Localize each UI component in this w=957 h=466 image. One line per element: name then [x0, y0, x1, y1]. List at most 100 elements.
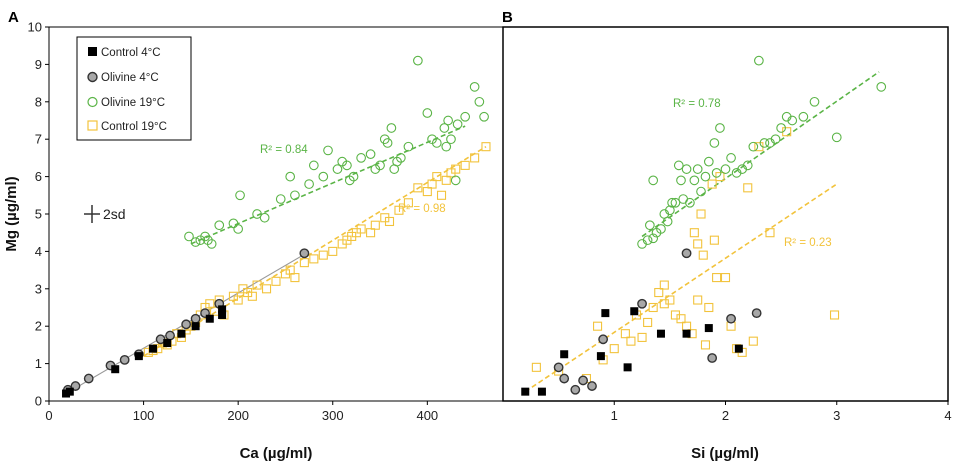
data-point-b-control-19-c [707, 179, 717, 189]
data-point-a-control-19-c [451, 164, 461, 174]
x-axis-title-b: Si (µg/ml) [691, 445, 759, 462]
x-tick-label-b: 3 [833, 408, 840, 423]
data-point-a-olivine-19-c [365, 149, 376, 160]
x-axis-title-a: Ca (µg/ml) [240, 445, 313, 462]
y-tick-label-a: 3 [35, 281, 42, 296]
data-point-a-control-4-c [205, 314, 214, 323]
data-point-b-olivine-4-c [553, 362, 564, 373]
data-point-a-olivine-19-c [318, 171, 329, 182]
data-point-b-control-19-c [659, 280, 669, 290]
legend-item-olivine-19c: Olivine 19°C [87, 96, 165, 109]
legend-label-olivine-4c: Olivine 4°C [101, 72, 159, 84]
data-point-b-control-4-c [537, 387, 546, 396]
data-point-a-olivine-19-c [275, 194, 286, 204]
data-point-a-olivine-4-c [119, 354, 130, 365]
y-tick-label-a: 1 [35, 356, 42, 371]
data-point-a-olivine-19-c [356, 153, 366, 163]
data-point-b-control-19-c [643, 317, 653, 328]
data-point-b-control-19-c [682, 321, 692, 331]
data-point-a-control-4-c [163, 339, 172, 348]
data-point-b-olivine-19-c [692, 164, 703, 174]
data-point-a-control-4-c [218, 310, 227, 319]
data-point-a-olivine-19-c [422, 108, 433, 118]
data-point-b-control-19-c [743, 183, 753, 193]
y-tick-label-a: 9 [35, 57, 42, 72]
axis-ticks-b: 1 2 3 4 [611, 401, 952, 423]
data-point-b-olivine-4-c [578, 375, 588, 386]
data-point-b-olivine-19-c [754, 55, 764, 66]
data-point-b-olivine-19-c [689, 175, 700, 186]
data-point-a-control-4-c [149, 344, 158, 353]
data-point-b-control-4-c [623, 363, 632, 372]
data-point-b-control-19-c [609, 344, 619, 354]
legend-item-control-4c: Control 4°C [88, 47, 161, 59]
data-point-b-olivine-4-c [637, 298, 647, 309]
data-point-a-olivine-19-c [214, 220, 225, 231]
data-point-b-olivine-19-c [720, 164, 731, 174]
data-point-a-control-19-c [271, 276, 281, 286]
error-bar-2sd [84, 205, 100, 223]
y-tick-label-a: 10 [28, 20, 42, 35]
trendline-b-olivine-19-c [641, 71, 880, 238]
data-point-b-olivine-19-c [715, 123, 725, 133]
data-point-a-control-19-c [285, 265, 295, 275]
data-point-b-control-19-c [696, 209, 706, 219]
y-tick-label-a: 5 [35, 207, 42, 222]
data-point-b-olivine-19-c [711, 168, 722, 178]
data-point-b-olivine-19-c [685, 197, 695, 208]
data-point-b-control-19-c [748, 336, 758, 346]
data-point-a-olivine-19-c [348, 171, 359, 182]
data-point-a-olivine-19-c [259, 212, 270, 223]
y-tick-label-a: 8 [35, 94, 42, 109]
data-point-b-control-4-c [601, 309, 610, 318]
data-point-b-control-19-c [720, 273, 731, 283]
data-point-a-control-19-c [422, 187, 432, 197]
data-point-a-olivine-19-c [206, 239, 217, 249]
data-point-b-control-19-c [712, 273, 722, 283]
data-point-b-control-4-c [521, 387, 530, 396]
data-point-a-control-4-c [177, 329, 186, 338]
data-point-b-olivine-19-c [696, 186, 706, 197]
r2-label-a-control19: R² = 0.98 [398, 203, 446, 215]
data-point-b-olivine-4-c [681, 248, 692, 259]
data-point-a-control-19-c [384, 216, 395, 227]
data-point-b-control-19-c [648, 302, 658, 313]
y-tick-label-a: 0 [35, 394, 42, 409]
y-tick-label-a: 2 [35, 319, 42, 334]
data-point-b-control-19-c [626, 336, 636, 346]
data-point-a-control-19-c [394, 205, 404, 215]
data-point-b-olivine-19-c [648, 175, 659, 186]
data-point-a-control-4-c [134, 352, 143, 361]
x-tick-label-b: 1 [611, 408, 618, 423]
panel-label-b: B [502, 9, 513, 26]
r2-label-a-olivine19: R² = 0.84 [260, 144, 308, 156]
data-point-a-olivine-4-c [299, 248, 310, 259]
data-point-a-olivine-19-c [386, 123, 397, 133]
data-point-b-control-19-c [700, 340, 711, 350]
legend-label-olivine-19c: Olivine 19°C [101, 97, 165, 109]
data-point-a-olivine-19-c [450, 175, 461, 186]
data-point-b-control-4-c [704, 324, 713, 333]
data-point-b-olivine-19-c [644, 220, 655, 231]
data-point-b-olivine-4-c [598, 334, 609, 345]
data-point-a-olivine-19-c [235, 190, 245, 201]
data-point-b-olivine-19-c [662, 216, 673, 227]
data-point-a-olivine-19-c [323, 145, 333, 156]
data-point-b-control-4-c [656, 329, 665, 338]
data-point-a-olivine-19-c [285, 171, 296, 182]
data-point-b-control-19-c [654, 287, 664, 298]
data-point-a-control-19-c [370, 220, 380, 230]
legend-label-control-4c: Control 4°C [101, 47, 161, 59]
data-point-b-olivine-19-c [676, 175, 686, 186]
y-tick-label-a: 6 [35, 169, 42, 184]
data-point-b-olivine-19-c [670, 197, 681, 208]
data-point-b-olivine-19-c [700, 171, 711, 182]
data-point-a-olivine-19-c [443, 115, 453, 126]
data-point-a-olivine-19-c [228, 218, 239, 229]
data-point-b-control-19-c [620, 329, 630, 339]
data-point-b-olivine-19-c [709, 138, 720, 148]
data-point-a-control-19-c [436, 190, 447, 200]
data-point-b-olivine-19-c [648, 233, 659, 244]
data-point-b-olivine-4-c [726, 313, 736, 324]
y-axis-title-a: Mg (µg/ml) [3, 176, 20, 251]
